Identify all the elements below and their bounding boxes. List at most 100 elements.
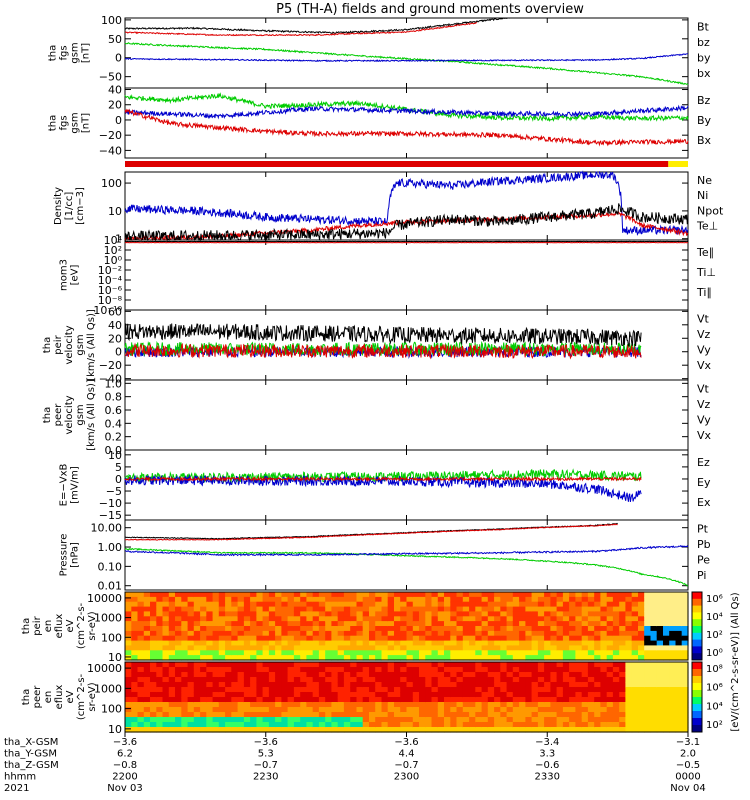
spectrogram-cell [462, 722, 470, 728]
spectrogram-cell [412, 667, 420, 673]
spectrogram-cell [556, 635, 564, 642]
spectrogram-cell [600, 626, 608, 632]
colorbar-tick-label: 10² [706, 720, 723, 731]
spectrogram-cell [218, 596, 226, 603]
spectrogram-cell [412, 621, 420, 627]
spectrogram-cell [318, 662, 326, 668]
spectrogram-cell [675, 601, 683, 608]
y-tick-label: 10⁻⁴ [98, 274, 123, 287]
spectrogram-cell [675, 640, 683, 647]
spectrogram-cell [125, 662, 132, 668]
spectrogram-cell [150, 662, 157, 668]
spectrogram-cell [581, 601, 589, 608]
spectrogram-cell [519, 702, 526, 708]
spectrogram-cell [143, 640, 151, 647]
spectrogram-cell [669, 727, 677, 733]
spectrogram-cell [506, 687, 514, 693]
spectrogram-cell [412, 697, 420, 703]
spectrogram-cell [300, 626, 308, 632]
spectrogram-cell [500, 707, 508, 713]
spectrogram-cell [331, 667, 339, 673]
spectrogram-cell [556, 702, 564, 708]
spectrogram-cell [619, 650, 627, 656]
spectrogram-cell [168, 611, 176, 617]
spectrogram-cell [394, 616, 401, 622]
spectrogram-cell [525, 697, 533, 703]
spectrogram-cell [175, 630, 182, 637]
spectrogram-cell [600, 707, 608, 713]
spectrogram-cell [343, 697, 351, 703]
spectrogram-cell [469, 667, 476, 673]
spectrogram-cell [168, 707, 176, 713]
spectrogram-cell [431, 692, 439, 698]
spectrogram-cell [231, 601, 239, 608]
spectrogram-cell [369, 692, 376, 698]
spectrogram-cell [318, 626, 326, 632]
spectrogram-cell [544, 692, 551, 698]
colorbar-swatch [692, 598, 702, 607]
spectrogram-cell [356, 692, 364, 698]
spectrogram-cell [331, 655, 339, 661]
spectrogram-cell [325, 606, 333, 613]
colorbar-tick-label: 10⁶ [706, 594, 723, 605]
spectrogram-cell [656, 621, 664, 627]
legend-By: By [697, 114, 712, 127]
spectrogram-cell [394, 662, 401, 668]
spectrogram-cell [419, 616, 426, 622]
spectrogram-cell [525, 677, 533, 683]
spectrogram-cell [462, 682, 470, 688]
spectrogram-cell [675, 611, 683, 617]
spectrogram-cell [256, 655, 264, 661]
spectrogram-cell [456, 601, 464, 608]
spectrogram-cell [562, 616, 570, 622]
spectrogram-cell [581, 712, 589, 718]
y-tick-label: −10 [99, 497, 122, 510]
spectrogram-cell [375, 697, 383, 703]
spectrogram-cell [400, 662, 408, 668]
spectrogram-cell [193, 621, 201, 627]
y-axis-label: thafgsgsm[nT] [48, 112, 92, 133]
spectrogram-cell [412, 727, 420, 733]
spectrogram-cell [419, 717, 426, 723]
spectrogram-cell [175, 722, 182, 728]
spectrogram-cell [318, 640, 326, 647]
y-tick-label: −20 [99, 359, 122, 372]
spectrogram-cell [469, 722, 476, 728]
x-row-value: 0000 [675, 772, 700, 783]
spectrogram-cell [387, 707, 395, 713]
spectrogram-cell [375, 601, 383, 608]
spectrogram-cell [268, 662, 276, 668]
spectrogram-cell [256, 640, 264, 647]
spectrogram-cell [143, 621, 151, 627]
spectrogram-cell [225, 717, 232, 723]
spectrogram-cell [606, 655, 614, 661]
spectrogram-cell [581, 621, 589, 627]
spectrogram-cell [412, 611, 420, 617]
spectrogram-cell [456, 707, 464, 713]
spectrogram-cell [293, 611, 301, 617]
spectrogram-cell [663, 697, 670, 703]
spectrogram-cell [575, 717, 583, 723]
spectrogram-cell [581, 611, 589, 617]
spectrogram-cell [181, 667, 189, 673]
spectrogram-cell [406, 692, 414, 698]
spectrogram-cell [369, 687, 376, 693]
spectrogram-cell [556, 682, 564, 688]
spectrogram-cell [237, 655, 245, 661]
spectrogram-cell [243, 687, 251, 693]
spectrogram-cell [156, 712, 164, 718]
spectrogram-cell [575, 687, 583, 693]
spectrogram-cell [362, 640, 370, 647]
spectrogram-cell [381, 592, 389, 598]
spectrogram-cell [362, 707, 370, 713]
spectrogram-cell [469, 655, 476, 661]
spectrogram-cell [581, 630, 589, 637]
spectrogram-cell [125, 707, 132, 713]
spectrogram-cell [362, 655, 370, 661]
spectrogram-cell [556, 592, 564, 598]
spectrogram-cell [193, 596, 201, 603]
spectrogram-cell [156, 635, 164, 642]
spectrogram-cell [631, 722, 639, 728]
spectrogram-cell [212, 667, 220, 673]
spectrogram-cell [419, 592, 426, 598]
